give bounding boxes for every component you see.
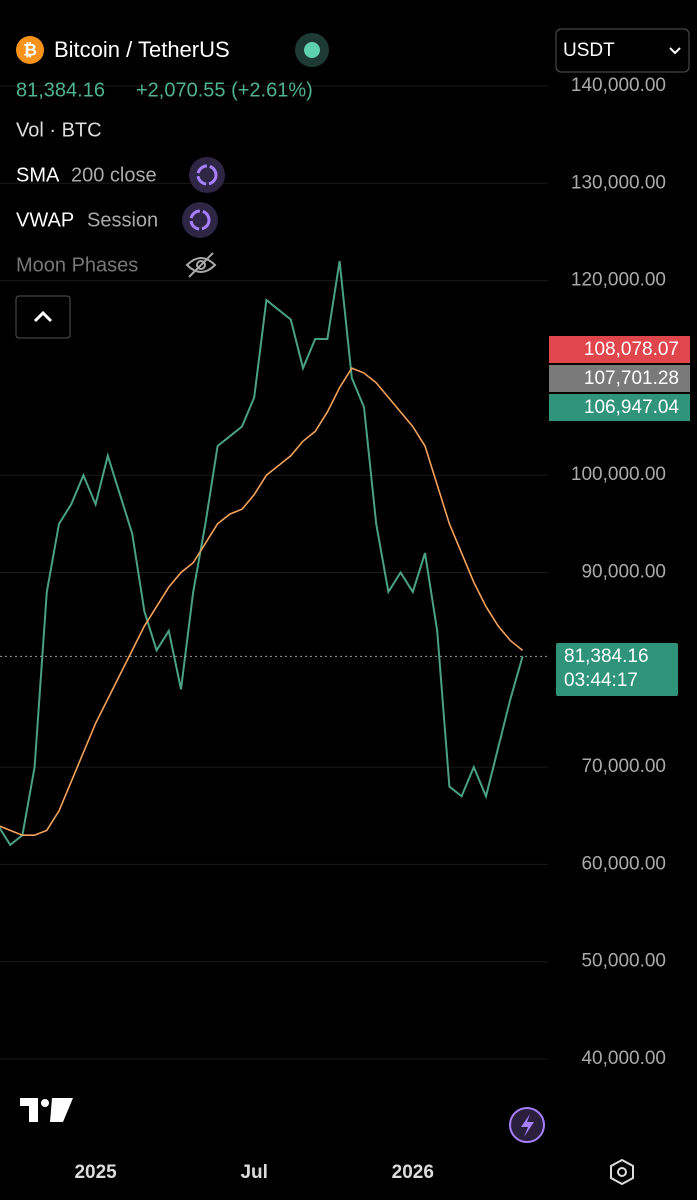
price-tag: [549, 394, 690, 421]
plot: [0, 85, 548, 1060]
indicator-name[interactable]: SMA: [16, 164, 60, 186]
y-tick-label: 50,000.00: [581, 951, 666, 972]
y-tick-label: 100,000.00: [571, 464, 666, 485]
price-tag: [549, 365, 690, 392]
y-tick-label: 70,000.00: [581, 756, 666, 777]
lightning-icon: [521, 1114, 534, 1137]
y-tick-label: 130,000.00: [571, 172, 666, 193]
loading-icon: [182, 202, 218, 238]
y-tick-label: 140,000.00: [571, 75, 666, 96]
loading-spinner: [189, 209, 211, 231]
market-status-dot: [304, 42, 320, 58]
coin-symbol: ₿: [23, 40, 37, 59]
dropdown-arrow: [669, 47, 681, 55]
y-tick-label: 40,000.00: [581, 1048, 666, 1069]
symbol-title[interactable]: Bitcoin / TetherUS: [54, 37, 230, 62]
coin-icon: [16, 36, 44, 64]
hidden-icon[interactable]: [185, 252, 217, 278]
loading-icon: [189, 157, 225, 193]
y-tick-label: 120,000.00: [571, 270, 666, 291]
settings-button[interactable]: [610, 1158, 634, 1186]
last-price-label: 81,384.16: [564, 646, 649, 667]
currency-select[interactable]: [555, 28, 690, 73]
tradingview-logo[interactable]: [20, 1098, 73, 1122]
sma-line: [0, 367, 524, 837]
y-tick-label: 90,000.00: [581, 562, 666, 583]
y-tick-label: 60,000.00: [581, 853, 666, 874]
loading-spinner: [196, 164, 218, 186]
price-line: [0, 260, 524, 847]
volume-indicator[interactable]: Vol · BTC: [16, 119, 102, 141]
indicator-name[interactable]: Moon Phases: [16, 254, 138, 276]
countdown: 03:44:17: [564, 670, 638, 691]
price-tag-label: 107,701.28: [584, 368, 679, 389]
price-tag: [549, 336, 690, 363]
chevron-up: [33, 310, 53, 323]
indicator-name[interactable]: VWAP: [16, 209, 74, 231]
price-change: +2,070.55 (+2.61%): [136, 79, 313, 101]
last-price-tag: [556, 643, 678, 696]
collapse-button[interactable]: [15, 295, 71, 339]
indicator-params[interactable]: 200 close: [71, 164, 157, 186]
price-tag-label: 108,078.07: [584, 339, 679, 360]
price-tag-label: 106,947.04: [584, 397, 680, 418]
indicator-params[interactable]: Session: [87, 209, 158, 231]
x-tick-label: Jul: [240, 1162, 267, 1183]
currency-label: USDT: [563, 40, 615, 61]
x-tick-label: 2025: [74, 1162, 117, 1183]
x-tick-label: 2026: [392, 1162, 434, 1183]
last-price: 81,384.16: [16, 79, 105, 101]
